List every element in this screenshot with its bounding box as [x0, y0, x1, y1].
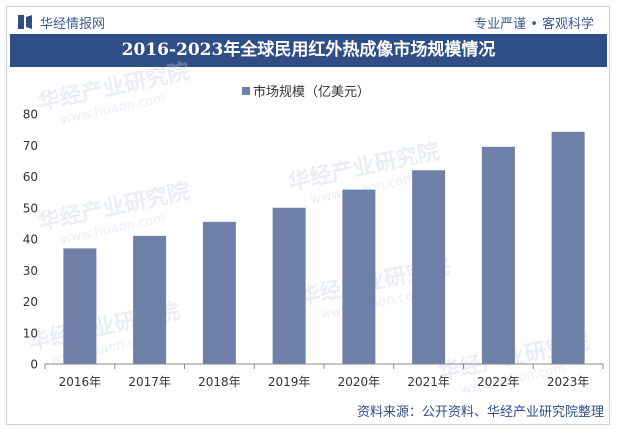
- y-tick-label: 80: [23, 108, 38, 122]
- logo-text: 华经情报网: [40, 17, 106, 32]
- bar-2019年: [272, 207, 306, 364]
- legend: 市场规模（亿美元）: [242, 84, 370, 100]
- bar-2017年: [133, 235, 167, 364]
- y-tick-label: 30: [23, 264, 38, 278]
- bar-2016年: [63, 248, 97, 364]
- legend-label: 市场规模（亿美元）: [253, 84, 370, 100]
- y-tick-label: 10: [23, 326, 38, 340]
- y-tick-label: 70: [23, 139, 38, 153]
- x-tick-label: 2023年: [547, 375, 590, 389]
- logo-icon: [18, 15, 32, 29]
- bar-2023年: [551, 131, 585, 364]
- bar-2020年: [342, 189, 376, 364]
- x-tick-label: 2016年: [59, 375, 102, 389]
- x-tick-label: 2021年: [407, 375, 450, 389]
- x-tick-label: 2022年: [477, 375, 520, 389]
- chart-title: 2016-2023年全球民用红外热成像市场规模情况: [10, 34, 607, 67]
- bar-2022年: [481, 146, 515, 364]
- x-axis: 2016年 2017年 2018年 2019年 2020年 2021年 2022年 2023年: [44, 363, 604, 389]
- y-tick-label: 60: [23, 170, 38, 184]
- slogan: 专业严谨 • 客观科学: [474, 17, 594, 32]
- header: 华经情报网 专业严谨 • 客观科学: [10, 8, 606, 34]
- bars: [63, 131, 585, 364]
- y-tick-label: 40: [23, 233, 38, 247]
- y-axis: 0 10 20 30 40 50 60 70 80: [23, 108, 38, 372]
- x-tick-label: 2020年: [338, 375, 381, 389]
- source-note: 资料来源：公开资料、华经产业研究院整理: [356, 405, 604, 420]
- x-tick-label: 2017年: [128, 375, 171, 389]
- legend-swatch: [242, 87, 250, 95]
- y-tick-label: 50: [23, 201, 38, 215]
- y-tick-label: 0: [30, 358, 38, 372]
- x-tick-label: 2019年: [268, 375, 311, 389]
- y-tick-label: 20: [23, 295, 38, 309]
- bar-2021年: [412, 170, 446, 364]
- bar-2018年: [202, 221, 236, 364]
- x-tick-label: 2018年: [198, 375, 241, 389]
